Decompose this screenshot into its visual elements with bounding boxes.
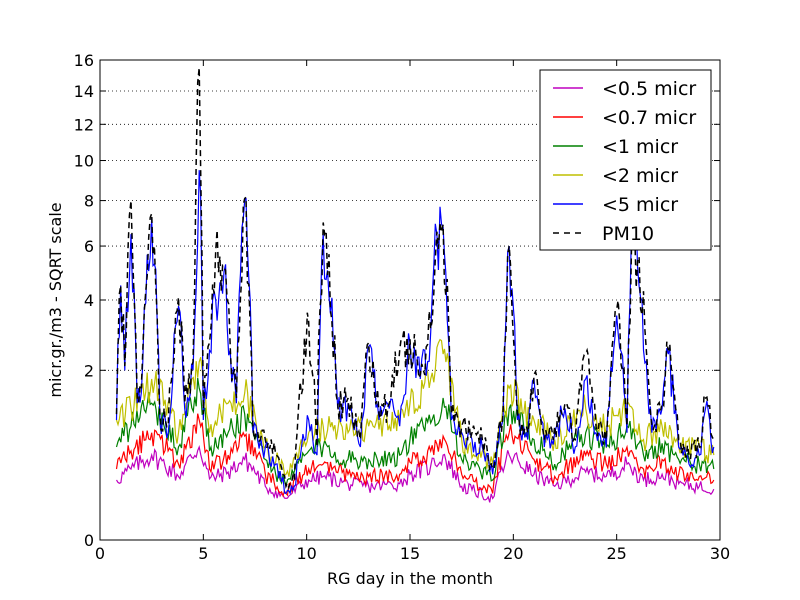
legend-box: [539, 69, 712, 251]
y-axis-ticks: 0 2 4 6 8 10 12 14 16: [74, 51, 720, 550]
x-tick-label: 30: [710, 544, 730, 563]
y-tick-label: 4: [84, 291, 94, 310]
y-tick-label: 16: [74, 51, 94, 70]
x-tick-label: 15: [400, 544, 420, 563]
series-line-1: [115, 413, 715, 498]
y-tick-label: 0: [84, 531, 94, 550]
y-tick-label: 14: [74, 82, 94, 101]
x-tick-label: 10: [296, 544, 316, 563]
legend-label: <0.5 micr: [602, 78, 696, 100]
y-tick-label: 8: [84, 192, 94, 211]
x-axis-label: RG day in the month: [327, 569, 493, 588]
legend: <0.5 micr <0.7 micr <1 micr <2 micr <5 micr P…: [539, 69, 712, 251]
legend-label: <2 micr: [602, 165, 678, 187]
legend-label: <5 micr: [602, 194, 678, 216]
series-line-5: [115, 67, 715, 491]
y-tick-label: 12: [74, 115, 94, 134]
y-tick-label: 6: [84, 237, 94, 256]
x-tick-label: 20: [503, 544, 523, 563]
x-tick-label: 0: [95, 544, 105, 563]
y-tick-label: 2: [84, 361, 94, 380]
series-group: [115, 67, 715, 503]
series-line-0: [115, 444, 715, 503]
y-axis-label: micr.gr./m3 - SQRT scale: [46, 202, 65, 397]
series-line-3: [115, 338, 715, 477]
y-tick-label: 10: [74, 152, 94, 171]
x-axis-ticks: 0 5 10 15 20 25 30: [95, 60, 730, 563]
legend-label: PM10: [602, 223, 654, 245]
x-tick-label: 25: [606, 544, 626, 563]
legend-label: <0.7 micr: [602, 107, 696, 129]
legend-label: <1 micr: [602, 136, 678, 158]
x-tick-label: 5: [198, 544, 208, 563]
series-line-2: [115, 377, 715, 487]
